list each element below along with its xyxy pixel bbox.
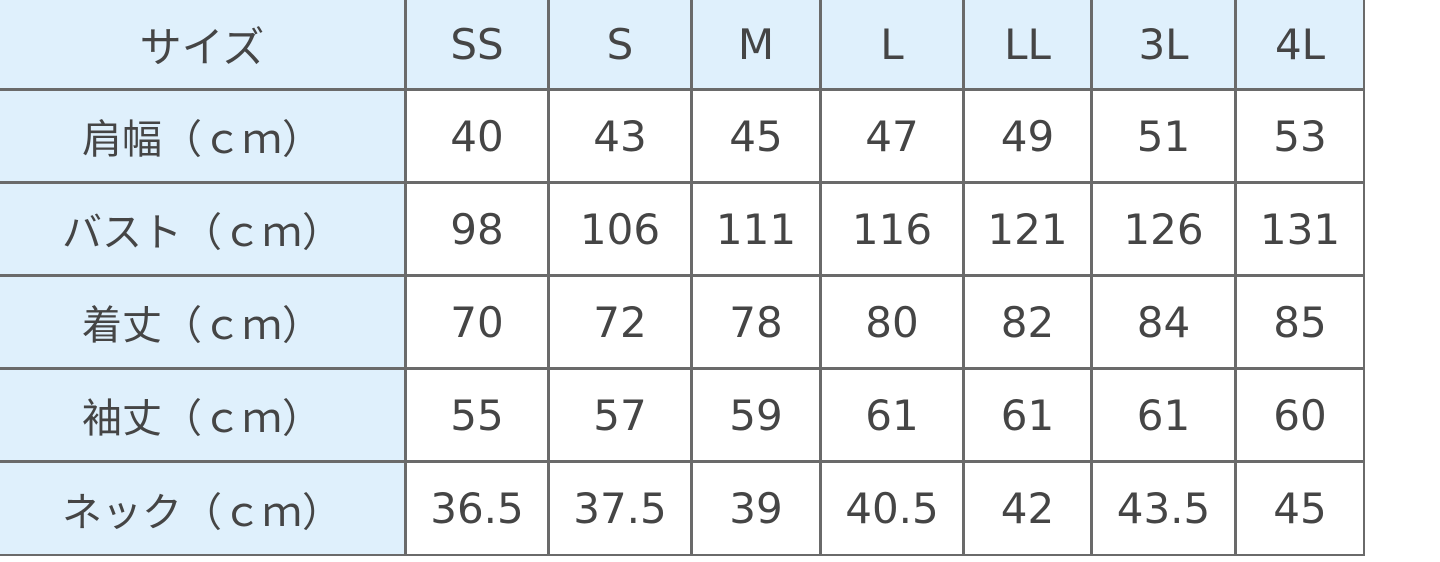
measure-cell: 72 xyxy=(548,275,692,369)
measure-cell: 116 xyxy=(820,182,964,276)
measure-cell: 121 xyxy=(963,182,1092,276)
measure-cell: 55 xyxy=(405,368,549,462)
measure-cell: 106 xyxy=(548,182,692,276)
measure-cell: 131 xyxy=(1235,182,1365,276)
size-header: 3L xyxy=(1091,0,1236,90)
measure-cell: 78 xyxy=(691,275,821,369)
measure-cell: 43.5 xyxy=(1091,461,1236,556)
row-label: バスト（ｃｍ） xyxy=(0,182,406,276)
corner-header: サイズ xyxy=(0,0,406,90)
measure-cell: 36.5 xyxy=(405,461,549,556)
measure-cell: 40.5 xyxy=(820,461,964,556)
row-label: 着丈（ｃｍ） xyxy=(0,275,406,369)
measure-cell: 57 xyxy=(548,368,692,462)
measure-cell: 43 xyxy=(548,89,692,183)
measure-cell: 49 xyxy=(963,89,1092,183)
measure-cell: 51 xyxy=(1091,89,1236,183)
size-header: 4L xyxy=(1235,0,1365,90)
measure-cell: 45 xyxy=(1235,461,1365,556)
measure-cell: 59 xyxy=(691,368,821,462)
measure-cell: 98 xyxy=(405,182,549,276)
measure-cell: 111 xyxy=(691,182,821,276)
row-label: ネック（ｃｍ） xyxy=(0,461,406,556)
measure-cell: 80 xyxy=(820,275,964,369)
measure-cell: 40 xyxy=(405,89,549,183)
measure-cell: 60 xyxy=(1235,368,1365,462)
measure-cell: 61 xyxy=(820,368,964,462)
row-label: 肩幅（ｃｍ） xyxy=(0,89,406,183)
measure-cell: 47 xyxy=(820,89,964,183)
measure-cell: 61 xyxy=(1091,368,1236,462)
measure-cell: 84 xyxy=(1091,275,1236,369)
measure-cell: 45 xyxy=(691,89,821,183)
size-header: S xyxy=(548,0,692,90)
row-label: 袖丈（ｃｍ） xyxy=(0,368,406,462)
size-header: SS xyxy=(405,0,549,90)
measure-cell: 42 xyxy=(963,461,1092,556)
size-header: L xyxy=(820,0,964,90)
measure-cell: 82 xyxy=(963,275,1092,369)
measure-cell: 39 xyxy=(691,461,821,556)
measure-cell: 37.5 xyxy=(548,461,692,556)
measure-cell: 53 xyxy=(1235,89,1365,183)
size-header: LL xyxy=(963,0,1092,90)
measure-cell: 61 xyxy=(963,368,1092,462)
size-header: M xyxy=(691,0,821,90)
measure-cell: 70 xyxy=(405,275,549,369)
measure-cell: 85 xyxy=(1235,275,1365,369)
measure-cell: 126 xyxy=(1091,182,1236,276)
